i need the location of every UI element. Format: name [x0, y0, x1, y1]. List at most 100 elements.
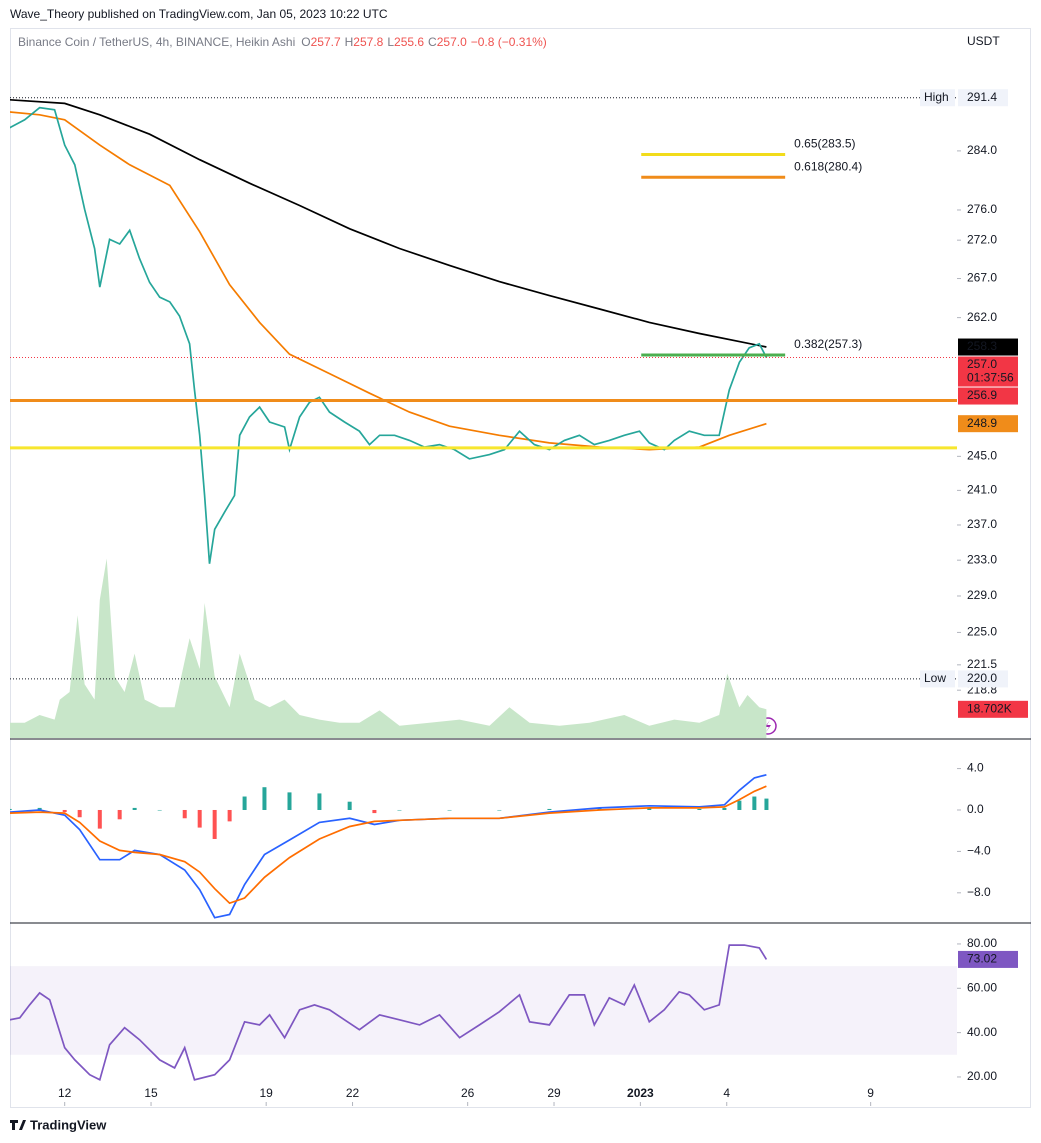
volume-tag [958, 700, 1028, 718]
histogram-bar [117, 809, 122, 820]
extreme-value: 291.4 [967, 90, 997, 104]
price-tag-label: 73.02 [967, 952, 997, 966]
histogram-bar [372, 809, 377, 814]
bar-countdown: 01:37:56 [967, 371, 1014, 385]
histogram-bar [182, 809, 187, 819]
x-tick-label: 22 [346, 1086, 360, 1100]
histogram-bar [764, 798, 769, 810]
y-tick-label: 225.0 [967, 625, 997, 639]
extreme-name: Low [924, 671, 946, 685]
ohlc-value: 257.0 [436, 35, 467, 49]
histogram-bar [347, 801, 352, 810]
y-tick-label: 241.0 [967, 483, 997, 497]
histogram-bar [597, 807, 602, 810]
y-tick-label: 276.0 [967, 202, 997, 216]
y-tick-label: 80.00 [967, 936, 997, 950]
frame [10, 28, 1031, 1108]
price-change: −0.8 (−0.31%) [470, 35, 547, 49]
ohlc-value: 257.7 [310, 35, 341, 49]
volume-tag-label: 18.702K [967, 701, 1012, 715]
x-tick-label: 12 [58, 1086, 72, 1100]
price-tag [958, 338, 1018, 356]
histogram-bar [77, 809, 82, 818]
extreme-name-box [920, 89, 955, 107]
brand-name: TradingView [30, 1117, 107, 1132]
extreme-name-box [920, 670, 955, 688]
price-tag-label: 258.3 [967, 339, 997, 353]
histogram-bar [752, 796, 757, 810]
x-tick-label: 15 [144, 1086, 158, 1100]
histogram-bar [242, 796, 247, 810]
volume-area [10, 558, 767, 738]
y-tick-label: 245.0 [967, 449, 997, 463]
price-tag [958, 387, 1018, 405]
histogram-bar [287, 792, 292, 810]
y-tick-label: 0.0 [967, 802, 984, 816]
ohlc-value: 257.8 [353, 35, 384, 49]
x-tick-label: 19 [259, 1086, 273, 1100]
ohlc-value: 255.6 [394, 35, 425, 49]
x-tick-label: 2023 [627, 1086, 654, 1100]
brand-logo[interactable]: TradingView [10, 1117, 107, 1132]
histogram-bar [212, 809, 217, 839]
level-label: 0.618(280.4) [794, 159, 862, 173]
y-tick-label: 233.0 [967, 552, 997, 566]
y-tick-label: 20.00 [967, 1069, 997, 1083]
histogram-bar [227, 809, 232, 822]
series-line [10, 785, 767, 905]
level-label: 0.65(283.5) [794, 137, 855, 151]
extreme-value: 220.0 [967, 671, 997, 685]
histogram-bar [737, 800, 742, 810]
y-tick-label: 237.0 [967, 517, 997, 531]
publisher-line: Wave_Theory published on TradingView.com… [10, 7, 388, 21]
series-line [10, 773, 767, 919]
pane [10, 98, 768, 738]
price-tag-label: 256.9 [967, 388, 997, 402]
histogram-bar [157, 809, 162, 811]
series-line [10, 106, 768, 564]
histogram-bar [317, 793, 322, 810]
ohlc-key: O [301, 35, 311, 49]
histogram-bar [497, 809, 502, 811]
histogram-bar [647, 807, 652, 810]
x-tick-label: 9 [867, 1086, 874, 1100]
y-tick-label: 262.0 [967, 310, 997, 324]
symbol-title: Binance Coin / TetherUS, 4h, BINANCE, He… [18, 35, 296, 49]
price-tag-label: 248.9 [967, 416, 997, 430]
legend: Binance Coin / TetherUS, 4h, BINANCE, He… [18, 35, 551, 49]
y-tick-label: −4.0 [967, 844, 991, 858]
level-label: 0.382(257.3) [794, 337, 862, 351]
y-tick-label: 229.0 [967, 588, 997, 602]
price-tag [958, 950, 1018, 968]
y-tick-label: 40.00 [967, 1025, 997, 1039]
histogram-bar [132, 807, 137, 810]
pane [10, 944, 768, 1082]
y-tick-label: 221.5 [967, 657, 997, 671]
histogram-bar [97, 809, 102, 829]
ohlc-key: L [387, 35, 395, 49]
extreme-value-box [958, 89, 1008, 107]
ohlc-key: H [344, 35, 354, 49]
price-tag [958, 415, 1018, 433]
histogram-bar [547, 808, 552, 810]
rsi-band [10, 966, 957, 1055]
extreme-value-box [958, 670, 1008, 688]
series-line [10, 98, 767, 348]
series-line [10, 944, 768, 1082]
histogram-bar [447, 809, 452, 811]
histogram-bar [37, 807, 42, 810]
y-tick-label: 60.00 [967, 980, 997, 994]
series-line [10, 111, 767, 451]
pane [10, 773, 769, 919]
price-tag-label: 257.0 [967, 357, 997, 371]
price-tag [958, 356, 1018, 387]
histogram-bar [262, 787, 267, 810]
histogram-bar [697, 808, 702, 810]
y-tick-label: −8.0 [967, 885, 991, 899]
axis-unit: USDT [967, 34, 1000, 48]
x-tick-label: 4 [723, 1086, 730, 1100]
histogram-bar [62, 809, 67, 813]
x-tick-label: 26 [461, 1086, 475, 1100]
